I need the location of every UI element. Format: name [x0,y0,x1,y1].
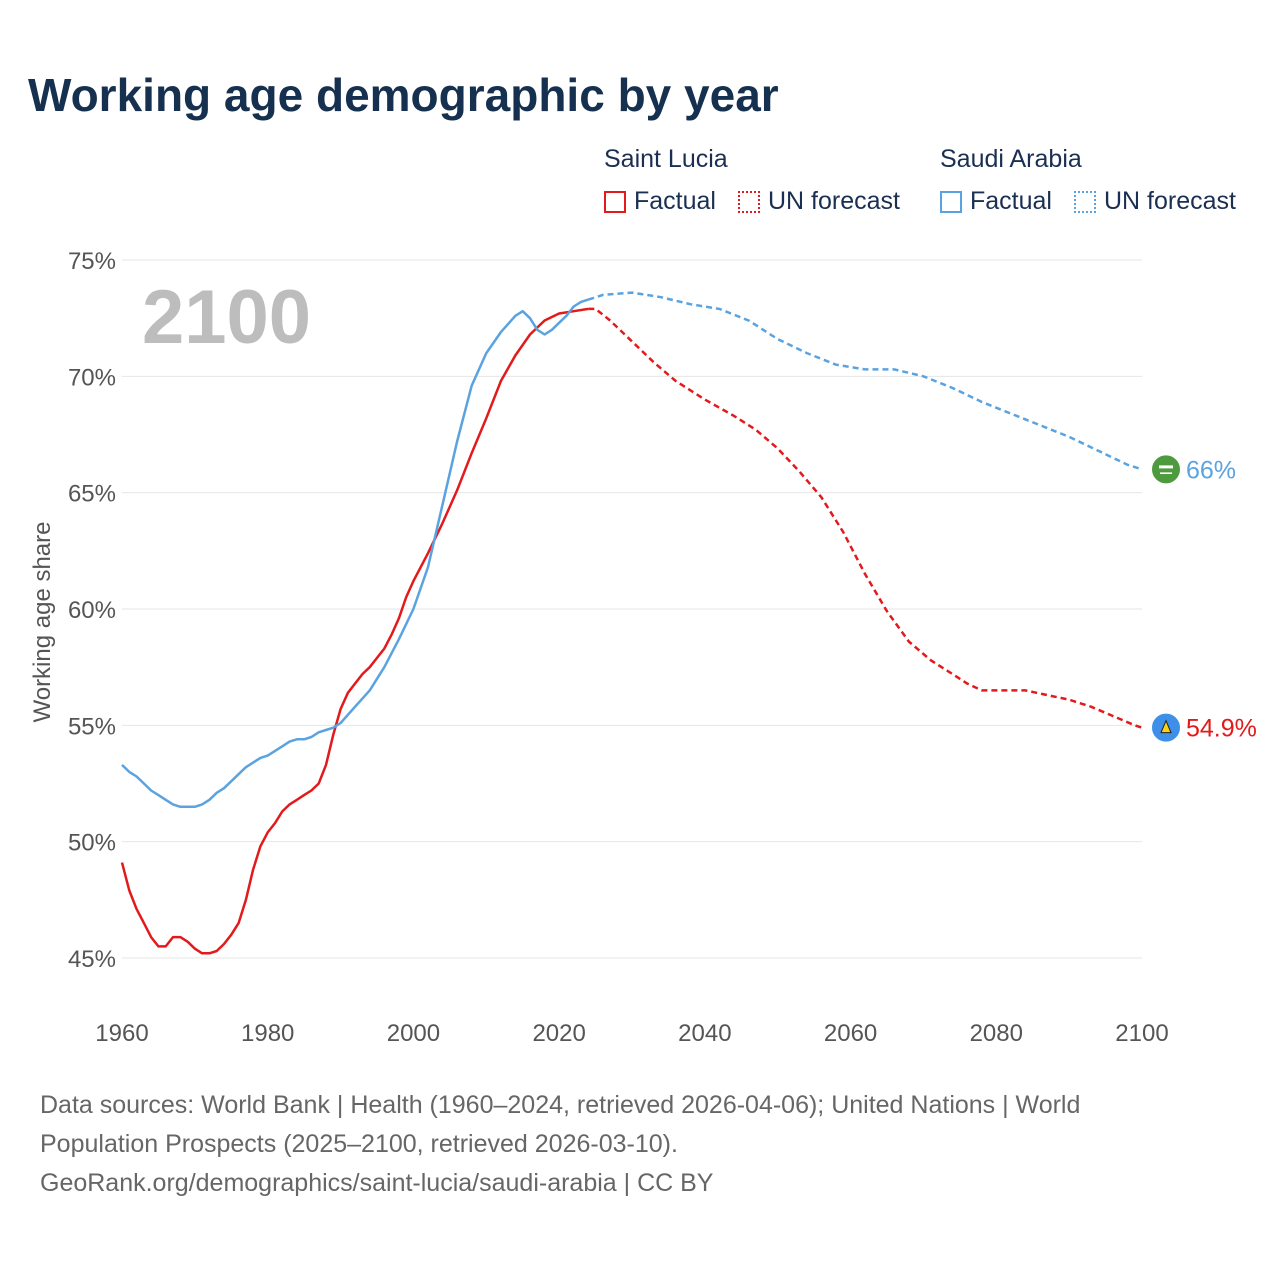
x-tick-label: 1980 [241,1020,294,1047]
x-tick-label: 2040 [678,1020,731,1047]
legend-group-title-saint-lucia: Saint Lucia [604,145,728,173]
legend-group-title-saudi-arabia: Saudi Arabia [940,145,1082,173]
current-year-label: 2100 [142,275,311,360]
x-tick-label: 1960 [95,1020,148,1047]
legend-item-saudi-arabia-factual[interactable]: Factual [940,187,1052,216]
grid [122,259,1142,959]
y-tick-label: 55% [68,713,116,740]
footer-sources-line-1: Data sources: World Bank | Health (1960–… [40,1091,1081,1119]
y-tick-label: 75% [68,248,116,275]
legend-swatch-dotted [738,190,760,213]
line-chart: 2100 45% 50% 55% 60% 65% 70% 75% 1960 1980 2000 2… [29,248,1257,1047]
chart-title: Working age demographic by year [28,69,779,121]
legend-label-forecast: UN forecast [1104,187,1236,215]
end-markers: 54.9% 66% [1150,453,1257,744]
legend-label-factual: Factual [970,187,1052,215]
legend-swatch-dotted [1074,190,1096,213]
y-tick-label: 50% [68,830,116,857]
y-tick-label: 45% [68,946,116,973]
saudi-arabia-flag-icon [1150,453,1182,486]
end-label-saint-lucia: 54.9% [1186,715,1257,743]
footer-attribution: GeoRank.org/demographics/saint-lucia/sau… [40,1169,714,1197]
x-tick-label: 2020 [532,1020,585,1047]
legend-item-saint-lucia-forecast[interactable]: UN forecast [738,187,900,216]
legend-saint-lucia: Saint Lucia Factual UN forecast [604,145,924,225]
y-axis-label: Working age share [29,522,56,723]
x-tick-label: 2000 [387,1020,440,1047]
x-tick-label: 2080 [970,1020,1023,1047]
footer: Data sources: World Bank | Health (1960–… [40,1086,1230,1203]
x-axis-ticks: 1960 1980 2000 2020 2040 2060 2080 2100 [95,1020,1168,1047]
legend-saudi-arabia: Saudi Arabia Factual UN forecast [940,145,1260,225]
legend-item-saint-lucia-factual[interactable]: Factual [604,187,716,216]
legend-label-forecast: UN forecast [768,187,900,215]
saint-lucia-flag-icon [1150,711,1182,744]
y-tick-label: 60% [68,597,116,624]
y-tick-label: 70% [68,364,116,391]
legend-swatch-solid [604,190,626,213]
legend-swatch-solid [940,190,962,213]
y-axis-ticks: 45% 50% 55% 60% 65% 70% 75% [68,248,116,973]
series-line-saint-lucia-forecast [588,307,1143,729]
series-line-saudi-arabia-forecast [587,291,1143,471]
series-lines [120,291,1143,955]
legend-label-factual: Factual [634,187,716,215]
x-tick-label: 2100 [1115,1020,1168,1047]
series-line-saudi-arabia-factual [121,298,589,809]
x-tick-label: 2060 [824,1020,877,1047]
end-label-saudi-arabia: 66% [1186,456,1236,484]
series-line-saint-lucia-factual [120,307,589,955]
y-tick-label: 65% [68,481,116,508]
legend-item-saudi-arabia-forecast[interactable]: UN forecast [1074,187,1236,216]
footer-sources-line-2: Population Prospects (2025–2100, retriev… [40,1130,678,1158]
